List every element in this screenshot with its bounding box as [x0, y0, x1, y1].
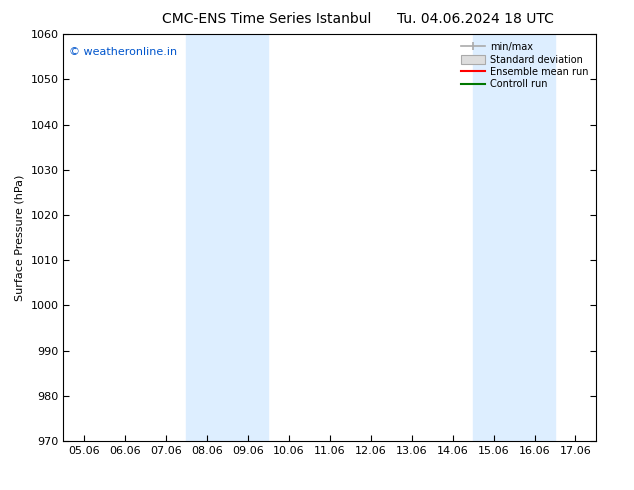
Bar	[186, 34, 268, 441]
Bar	[473, 34, 555, 441]
Text: Tu. 04.06.2024 18 UTC: Tu. 04.06.2024 18 UTC	[397, 12, 554, 26]
Text: © weatheronline.in: © weatheronline.in	[68, 47, 177, 56]
Legend: min/max, Standard deviation, Ensemble mean run, Controll run: min/max, Standard deviation, Ensemble me…	[458, 39, 591, 92]
Y-axis label: Surface Pressure (hPa): Surface Pressure (hPa)	[15, 174, 25, 301]
Text: CMC-ENS Time Series Istanbul: CMC-ENS Time Series Istanbul	[162, 12, 371, 26]
